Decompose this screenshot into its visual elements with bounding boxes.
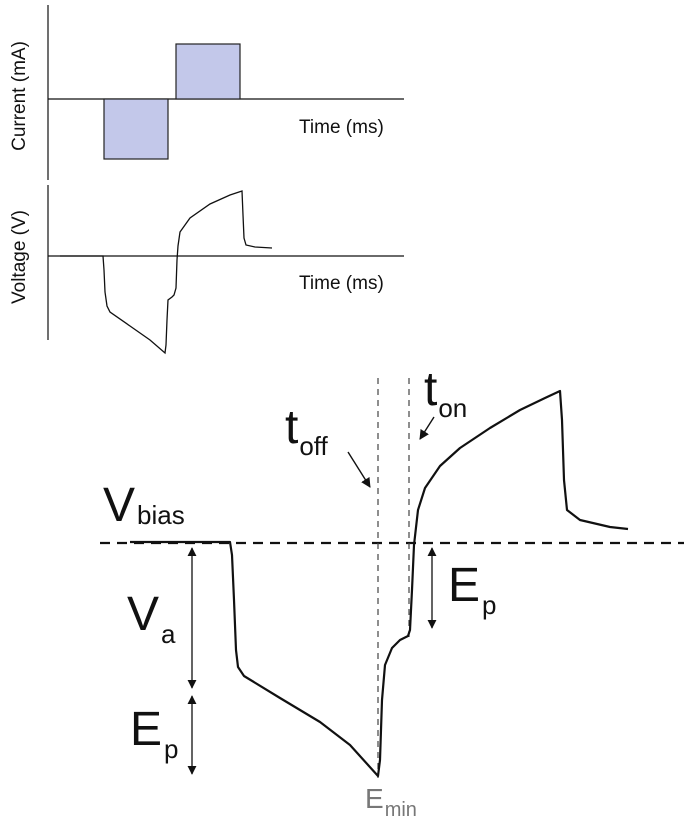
negative-current-pulse (103, 98, 169, 160)
v-bias-label: Vbias (103, 479, 185, 532)
t-off-label: toff (285, 401, 329, 461)
current-axis-label: Current (mA) (9, 41, 30, 151)
main-panel: Vbias Va Ep Ep toff ton Emin (100, 363, 684, 821)
positive-current-pulse (175, 43, 241, 100)
voltage-time-label: Time (ms) (299, 273, 384, 294)
t-on-pointer-arrow (419, 416, 435, 440)
voltage-axis-label: Voltage (V) (9, 210, 30, 304)
small-voltage-trace (60, 190, 273, 355)
v-a-label: Va (127, 588, 176, 649)
t-on-label: ton (424, 363, 467, 423)
main-voltage-trace (130, 389, 629, 778)
current-time-label: Time (ms) (299, 117, 384, 138)
e-p-right-label: Ep (448, 559, 496, 620)
e-min-label: Emin (365, 783, 417, 821)
e-p-left-label: Ep (130, 703, 178, 764)
t-off-pointer-arrow (347, 451, 371, 488)
voltage-panel: Voltage (V) Time (ms) (9, 185, 404, 355)
current-panel: Current (mA) Time (ms) (9, 5, 404, 180)
